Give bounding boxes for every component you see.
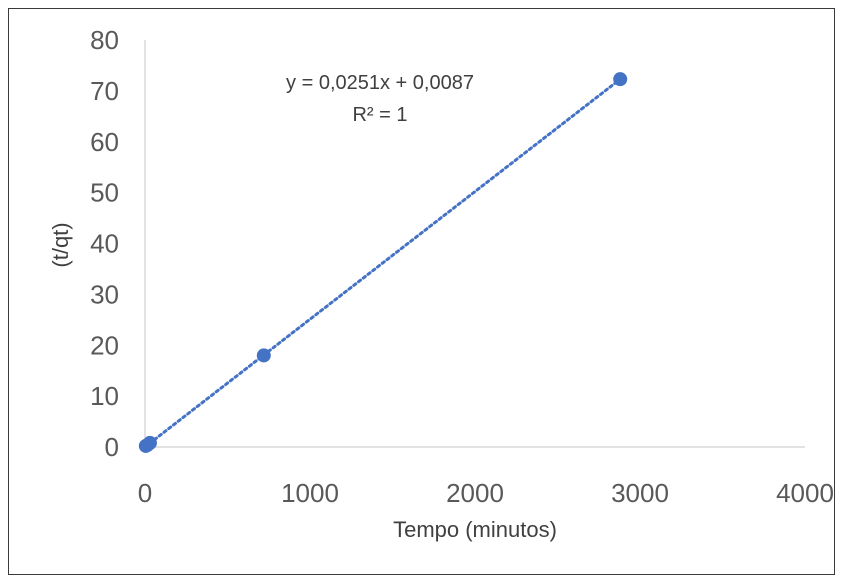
y-tick-label: 0 <box>105 432 119 462</box>
trendline-r2: R² = 1 <box>352 104 407 126</box>
data-points <box>138 72 628 453</box>
x-tick-label: 4000 <box>776 478 834 508</box>
y-tick-label: 60 <box>90 127 119 157</box>
y-tick-labels: 0 10 20 30 40 50 60 70 80 <box>90 25 119 462</box>
y-tick-label: 50 <box>90 178 119 208</box>
y-tick-label: 40 <box>90 229 119 259</box>
x-tick-label: 1000 <box>281 478 339 508</box>
data-point <box>256 348 271 363</box>
y-tick-label: 20 <box>90 330 119 360</box>
y-tick-label: 70 <box>90 76 119 106</box>
y-tick-label: 10 <box>90 381 119 411</box>
x-axis-title: Tempo (minutos) <box>393 517 557 542</box>
x-tick-label: 0 <box>138 478 152 508</box>
x-tick-label: 3000 <box>611 478 669 508</box>
trendline <box>143 77 622 449</box>
trendline-equation: y = 0,0251x + 0,0087 <box>286 72 474 94</box>
data-point <box>613 72 628 87</box>
y-tick-label: 30 <box>90 279 119 309</box>
x-tick-labels: 0 1000 2000 3000 4000 <box>138 478 834 508</box>
axes-group <box>144 40 805 448</box>
y-axis-title: (t/qt) <box>48 222 73 267</box>
y-tick-label: 80 <box>90 25 119 55</box>
chart-frame <box>8 8 835 575</box>
data-point <box>142 435 157 450</box>
x-tick-label: 2000 <box>446 478 504 508</box>
